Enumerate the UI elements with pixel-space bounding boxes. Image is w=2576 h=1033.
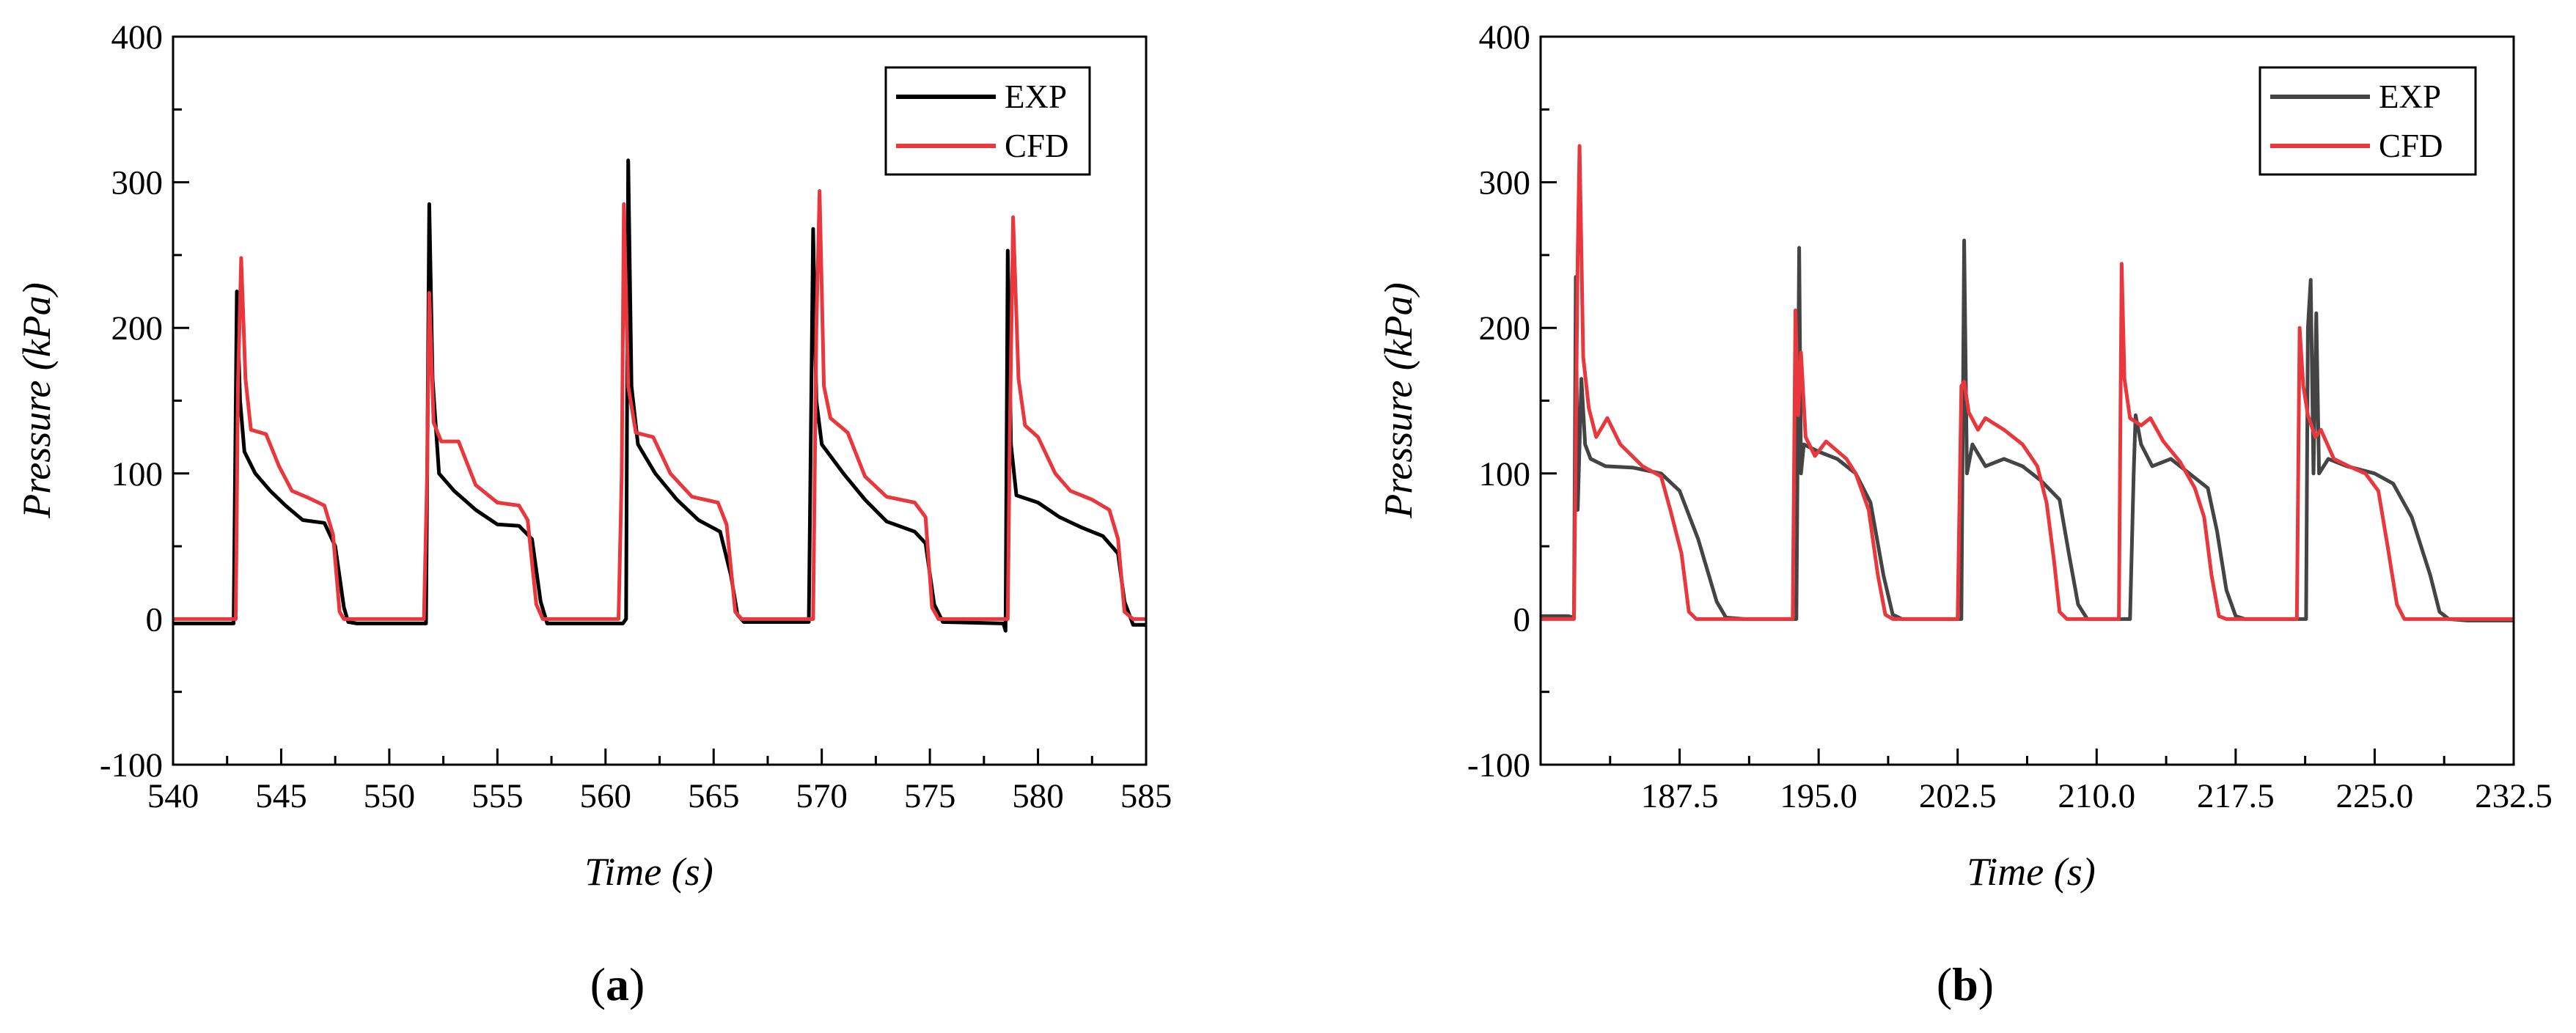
panel-b-legend-cfd-label: CFD (2379, 128, 2443, 164)
panel-b-line-cfd (1541, 144, 2514, 621)
panel-b-x-tick-labels: 187.5 195.0 202.5 210.0 217.5 225.0 232.5 (1641, 777, 2553, 815)
panel-b-x-tick-label: 217.5 (2197, 777, 2275, 815)
panel-a-y-tick-label: 400 (111, 18, 164, 56)
panel-a: 540 545 550 555 560 565 570 575 580 585 -100 0 100 2… (15, 18, 1172, 1010)
panel-a-x-axis-title: Time (s) (584, 850, 713, 894)
panel-b-plot-frame (1539, 35, 2515, 766)
panel-a-x-tick-label: 560 (580, 777, 632, 815)
panel-a-x-tick-label: 570 (796, 777, 848, 815)
panel-b-y-axis-title: Pressure (kPa) (1376, 282, 1420, 518)
panel-b-x-tick-label: 225.0 (2336, 777, 2414, 815)
panel-a-x-tick-label: 585 (1120, 777, 1173, 815)
panel-b-x-axis-title: Time (s) (1967, 850, 2096, 894)
panel-a-x-tick-label: 575 (904, 777, 956, 815)
panel-a-legend-box (884, 66, 1091, 176)
panel-a-line-exp (173, 158, 1146, 633)
panel-a-x-tick-label: 565 (688, 777, 740, 815)
panel-b-y-tick-label: 300 (1479, 164, 1531, 202)
panel-b: 187.5 195.0 202.5 210.0 217.5 225.0 232.5 -100… (1376, 18, 2553, 1010)
panel-b-label: (b) (1937, 958, 1994, 1010)
panel-b-y-tick-labels: -100 0 100 200 300 400 (1467, 18, 1530, 784)
panel-b-y-tick-label: 100 (1479, 455, 1531, 493)
panel-b-x-tick-label: 195.0 (1780, 777, 1857, 815)
panel-a-y-axis-title: Pressure (kPa) (15, 282, 59, 518)
panel-a-x-tick-label: 555 (471, 777, 524, 815)
panel-a-legend: EXP CFD (884, 66, 1091, 176)
panel-b-y-tick-label: 200 (1479, 309, 1531, 348)
panel-a-line-cfd (173, 189, 1146, 621)
panel-b-legend-box (2258, 66, 2477, 176)
panel-a-x-tick-labels: 540 545 550 555 560 565 570 575 580 585 (147, 777, 1173, 815)
panel-a-legend-exp-label: EXP (1005, 78, 1067, 115)
panel-a-y-tick-label: 300 (111, 164, 164, 202)
panel-a-y-tick-label: 100 (111, 455, 164, 493)
panel-a-y-tick-label: -100 (100, 746, 163, 784)
panel-b-legend: EXP CFD (2258, 66, 2477, 176)
panel-b-x-tick-label: 202.5 (1919, 777, 1997, 815)
panel-a-legend-cfd-label: CFD (1005, 128, 1069, 164)
panel-a-x-tick-label: 580 (1012, 777, 1064, 815)
panel-b-x-tick-label: 232.5 (2475, 777, 2553, 815)
panel-b-y-tick-label: 400 (1479, 18, 1531, 56)
panel-a-series (173, 158, 1146, 633)
panel-b-x-tick-label: 210.0 (2058, 777, 2135, 815)
panel-b-y-tick-label: -100 (1467, 746, 1530, 784)
panel-b-series (1541, 144, 2514, 622)
panel-b-y-tick-label: 0 (1513, 600, 1531, 639)
panel-b-x-tick-label: 187.5 (1641, 777, 1719, 815)
panel-a-label: (a) (590, 958, 645, 1010)
panel-a-plot-frame (172, 35, 1148, 766)
panel-a-y-tick-labels: -100 0 100 200 300 400 (100, 18, 163, 784)
panel-a-y-tick-label: 0 (146, 600, 164, 639)
panel-a-y-tick-label: 200 (111, 309, 164, 348)
panel-b-line-exp (1541, 238, 2514, 622)
panel-a-x-tick-label: 540 (147, 777, 199, 815)
panel-a-x-tick-label: 545 (255, 777, 307, 815)
panel-a-x-tick-label: 550 (364, 777, 416, 815)
panel-b-legend-exp-label: EXP (2379, 78, 2441, 115)
